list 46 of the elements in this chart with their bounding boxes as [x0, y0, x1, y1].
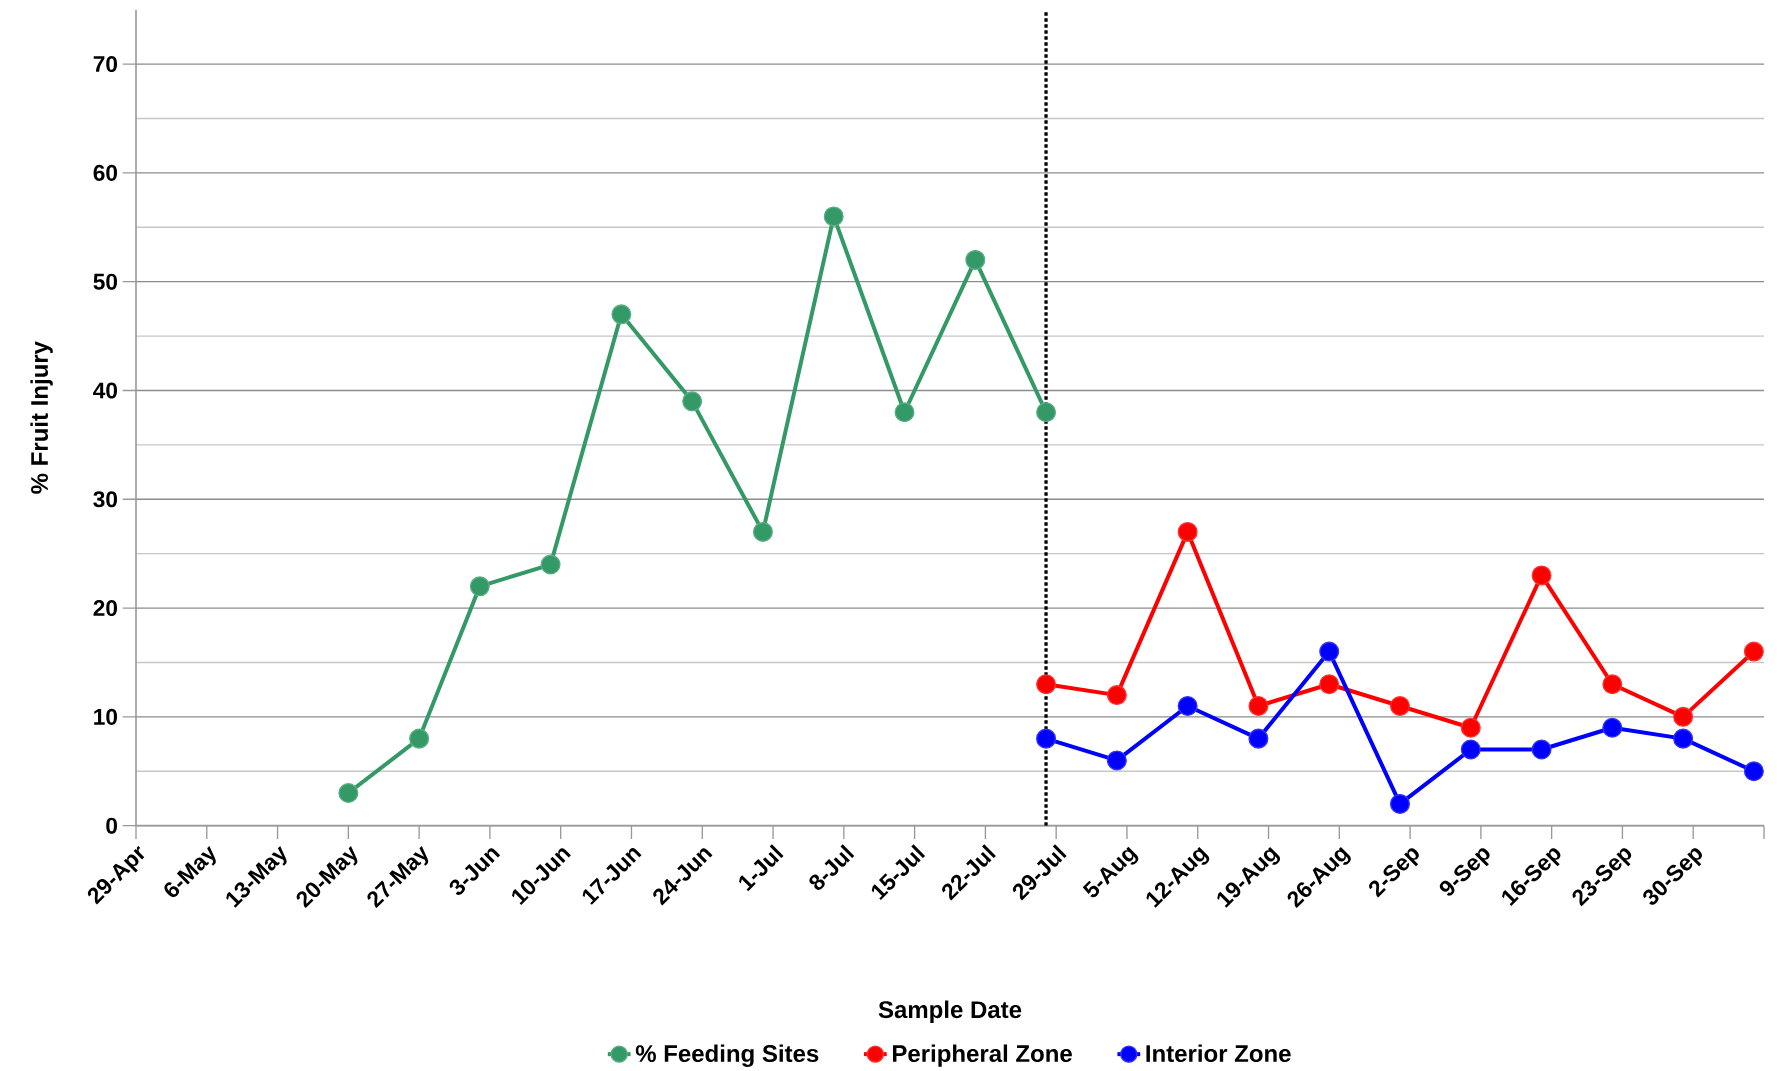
point [1602, 674, 1623, 695]
y-tick-label: 70 [93, 56, 118, 73]
point [1389, 793, 1410, 814]
point [1531, 565, 1552, 586]
point [894, 402, 915, 423]
point [1036, 402, 1057, 423]
x-axis-title: Sample Date [878, 1000, 1022, 1023]
point [1248, 728, 1269, 749]
point [1248, 695, 1269, 716]
point [1106, 750, 1127, 771]
point [752, 521, 773, 542]
y-tick-label: 40 [93, 382, 118, 399]
point [1319, 641, 1340, 662]
point [469, 576, 490, 597]
legend-label: Interior Zone [1146, 1044, 1291, 1063]
y-tick-label: 20 [93, 600, 118, 617]
point [611, 304, 632, 325]
legend-label: Peripheral Zone [892, 1044, 1072, 1067]
point [1319, 674, 1340, 695]
point [1036, 728, 1057, 749]
y-axis-title: % Fruit Injury [30, 341, 53, 494]
point [1177, 695, 1198, 716]
point [1673, 728, 1694, 749]
point [823, 206, 844, 227]
point [1460, 717, 1481, 738]
y-tick-label: 30 [93, 491, 118, 508]
point [1743, 761, 1764, 782]
point [1177, 521, 1198, 542]
point [540, 554, 561, 575]
point [682, 391, 703, 412]
point [1673, 706, 1694, 727]
y-tick-label: 0 [106, 817, 118, 834]
point [1602, 717, 1623, 738]
point [1743, 641, 1764, 662]
y-tick-label: 60 [93, 164, 118, 181]
point [409, 728, 430, 749]
legend-label: % Feeding Sites [635, 1044, 819, 1067]
point [1389, 695, 1410, 716]
point [338, 783, 359, 804]
point [965, 249, 986, 270]
y-tick-label: 50 [93, 273, 118, 290]
point [1106, 685, 1127, 706]
y-tick-label: 10 [94, 708, 118, 725]
point [1036, 674, 1057, 695]
point [1531, 739, 1552, 760]
point [1460, 739, 1481, 760]
